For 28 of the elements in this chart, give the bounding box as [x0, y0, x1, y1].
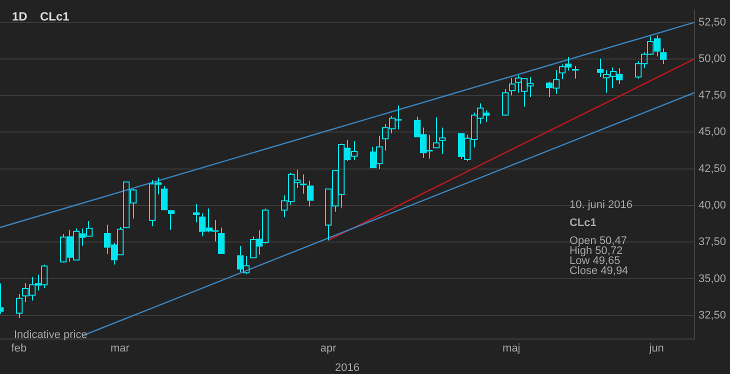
- candlestick: [572, 65, 579, 80]
- y-tick-label: 37,50: [698, 236, 726, 248]
- x-tick-label: apr: [320, 342, 337, 354]
- candlestick: [161, 185, 168, 210]
- candlestick: [168, 210, 175, 230]
- x-tick-label: mar: [110, 342, 130, 354]
- x-tick-label: jun: [648, 342, 664, 354]
- annotation: Low 49,65: [569, 255, 620, 268]
- y-tick-label: 35,00: [698, 272, 726, 285]
- x-tick-label: feb: [11, 342, 27, 354]
- annotation: High 50,72: [569, 245, 623, 258]
- annotation: Open 50,47: [569, 235, 627, 248]
- annotation: Close 49,94: [569, 265, 628, 278]
- y-tick-label: 45,00: [698, 126, 726, 138]
- y-tick-label: 42,50: [698, 162, 726, 175]
- chart-subtitle: 1D: [12, 9, 28, 24]
- annotation: CLc1: [569, 217, 596, 230]
- annotation: Indicative price: [14, 328, 88, 341]
- x-axis-title: 2016: [334, 362, 360, 374]
- y-tick-label: 50,00: [698, 52, 726, 65]
- annotation: 10. juni 2016: [569, 199, 632, 212]
- y-tick-label: 52,50: [698, 16, 726, 28]
- y-tick-label: 32,50: [698, 309, 726, 322]
- y-tick-label: 40,00: [698, 200, 726, 212]
- candlestick: [307, 180, 314, 207]
- y-tick-label: 47,50: [698, 90, 726, 102]
- chart-title: CLc1: [40, 9, 70, 24]
- x-tick-label: maj: [502, 342, 520, 354]
